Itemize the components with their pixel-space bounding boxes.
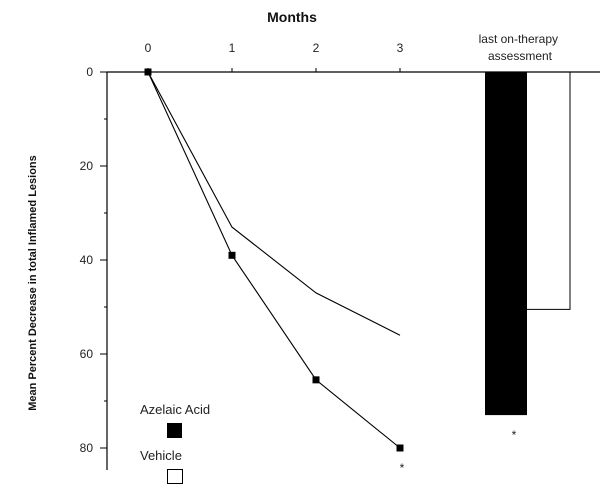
- y-tick-label: 60: [80, 347, 94, 361]
- data-point: [312, 376, 320, 384]
- x-tick-label: 1: [229, 41, 236, 55]
- y-tick-label: 20: [80, 159, 94, 173]
- y-tick-label: 0: [86, 65, 93, 79]
- legend-swatch-vehicle: [167, 469, 183, 484]
- series-line-vehicle: [147, 71, 401, 336]
- legend: Azelaic Acid Vehicle: [140, 402, 210, 484]
- x-axis-title: Months: [267, 9, 317, 25]
- significance-mark-month-3: *: [400, 461, 405, 475]
- legend-label-azelaic: Azelaic Acid: [140, 402, 210, 417]
- x-tick-label: 3: [397, 41, 404, 55]
- bar-vehicle: [527, 72, 571, 310]
- bar-azelaic-acid: [485, 72, 527, 416]
- x-tick-label: 2: [313, 41, 320, 55]
- y-tick-label: 80: [80, 441, 94, 455]
- data-point: [396, 444, 404, 452]
- series-line-azelaic-acid: [147, 71, 401, 449]
- bar-category-label-line-1: last on-therapy: [479, 32, 558, 46]
- bar-category-label-line-2: assessment: [488, 49, 553, 63]
- data-point: [228, 251, 236, 259]
- y-tick-label: 40: [80, 253, 94, 267]
- x-tick-label: 0: [145, 41, 152, 55]
- significance-mark-bar: *: [512, 428, 517, 442]
- data-point: [144, 68, 152, 76]
- legend-swatch-azelaic: [167, 423, 182, 438]
- legend-label-vehicle: Vehicle: [140, 448, 182, 463]
- bar-category-label: last on-therapy assessment: [479, 32, 562, 63]
- y-axis-title: Mean Percent Decrease in total Inflamed …: [27, 155, 39, 411]
